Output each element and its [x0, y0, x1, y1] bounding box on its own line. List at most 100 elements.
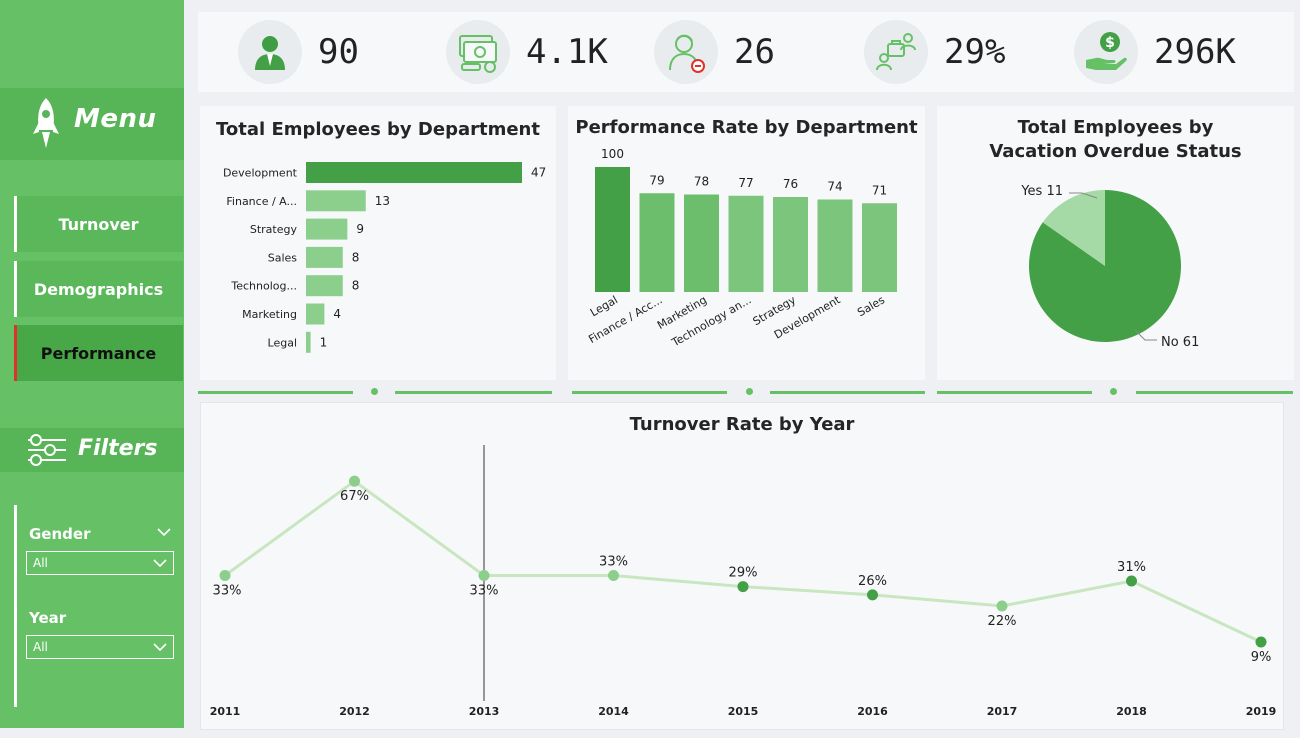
bar — [595, 167, 630, 292]
slice-label: No 61 — [1161, 335, 1199, 350]
data-label: 26% — [858, 574, 887, 589]
data-point — [1126, 575, 1137, 587]
data-label: 29% — [729, 566, 758, 581]
bar — [773, 197, 808, 292]
data-label: 8 — [352, 250, 360, 264]
data-label: 1 — [320, 335, 328, 349]
chart-panel-turnover-rate: Turnover Rate by Year 33% 2011 67% 2012 33% 2… — [200, 402, 1284, 730]
data-label: 22% — [988, 614, 1017, 629]
data-point — [867, 589, 878, 601]
bar — [306, 331, 311, 353]
sidebar: Menu Turnover Demographics Performance F… — [0, 0, 184, 728]
chart-panel-performance-by-department: Performance Rate by Department 100 Legal 7… — [568, 106, 925, 380]
category-label: Marketing — [242, 308, 297, 321]
chart-title: Performance Rate by Department — [575, 117, 918, 138]
x-tick-label: 2011 — [210, 705, 241, 718]
pie-slice — [1042, 190, 1105, 266]
nav-label: Turnover — [58, 214, 139, 234]
data-point — [1255, 636, 1267, 648]
data-label: 67% — [340, 489, 369, 504]
money-icon — [459, 35, 497, 73]
year-dropdown[interactable]: All — [26, 635, 174, 659]
separator-dot — [1110, 388, 1117, 395]
kpi-card: $ 296K — [1074, 12, 1236, 92]
bar — [306, 303, 325, 325]
bar — [306, 162, 522, 183]
data-point — [737, 581, 749, 593]
data-label: 100 — [601, 147, 624, 161]
bar — [306, 275, 343, 297]
data-label: 33% — [213, 583, 242, 598]
sliders-icon — [28, 434, 66, 466]
data-label: 33% — [470, 583, 499, 598]
hand-dollar-icon: $ — [1086, 32, 1127, 70]
chevron-down-icon — [153, 643, 167, 652]
data-label: 47 — [531, 166, 546, 180]
data-point — [608, 569, 619, 581]
year-dropdown-value: All — [33, 640, 48, 654]
category-label: Sales — [855, 293, 887, 319]
data-label: 71 — [872, 183, 887, 197]
year-slicer-label: Year — [29, 609, 67, 627]
category-label: Technology an... — [669, 293, 754, 349]
team-briefcase-icon — [876, 33, 916, 71]
menu-title: Menu — [74, 104, 157, 134]
chart-panel-employees-by-department: Total Employees by Department Developmen… — [200, 106, 556, 380]
horizontal-bar-chart: Development 47 Finance / A... 13 Strategy 9 Sa… — [223, 162, 546, 353]
category-label: Strategy — [250, 223, 298, 236]
nav-turnover[interactable]: Turnover — [14, 196, 183, 252]
kpi-card: 26 — [654, 12, 775, 92]
chart-panel-vacation-overdue: Total Employees by Vacation Overdue Stat… — [937, 106, 1294, 380]
chevron-down-icon[interactable] — [157, 527, 171, 537]
leader-line — [1134, 329, 1157, 341]
menu-header: Menu — [0, 88, 184, 160]
bar — [817, 199, 853, 292]
kpi-card: 4.1K — [446, 12, 608, 92]
nav-performance[interactable]: Performance — [14, 325, 183, 381]
leader-line — [1069, 192, 1098, 199]
category-label: Sales — [268, 251, 298, 264]
x-tick-label: 2012 — [339, 705, 370, 718]
filters-header: Filters — [0, 428, 184, 472]
category-label: Finance / A... — [226, 195, 297, 208]
separator-line — [1136, 391, 1293, 394]
gender-slicer-label: Gender — [29, 525, 91, 543]
data-label: 79 — [649, 173, 664, 187]
gender-dropdown[interactable]: All — [26, 551, 174, 575]
chevron-down-icon — [153, 559, 167, 568]
nav-label: Performance — [40, 343, 157, 363]
separator-line — [937, 391, 1092, 394]
data-point — [219, 569, 231, 581]
kpi-icon-wrap — [864, 20, 928, 84]
data-label: 77 — [738, 176, 753, 190]
gender-dropdown-value: All — [33, 556, 48, 570]
kpi-icon-wrap — [446, 20, 510, 84]
separator-line — [395, 391, 552, 394]
separator-line — [198, 391, 353, 394]
kpi-value: 26 — [734, 32, 775, 72]
x-tick-label: 2016 — [857, 705, 888, 718]
separator-line — [572, 391, 727, 394]
data-label: 9 — [356, 222, 364, 236]
chart-title: Total Employees by Vacation Overdue Stat… — [989, 117, 1242, 162]
kpi-icon-wrap — [654, 20, 718, 84]
category-label: Development — [223, 167, 298, 180]
data-label: 78 — [694, 175, 709, 189]
category-label: Legal — [588, 293, 620, 319]
kpi-value: 90 — [318, 32, 359, 72]
data-label: 74 — [827, 180, 842, 194]
separator-dot — [746, 388, 753, 395]
kpi-value: 296K — [1154, 32, 1236, 72]
nav-demographics[interactable]: Demographics — [14, 261, 183, 317]
data-label: 8 — [352, 279, 360, 293]
x-tick-label: 2018 — [1116, 705, 1147, 718]
kpi-icon-wrap: $ — [1074, 20, 1138, 84]
separator-dot — [371, 388, 378, 395]
pie-chart: Yes 11 No 61 — [1020, 184, 1199, 350]
filter-panel: Gender All Year All — [14, 505, 184, 707]
bar — [728, 195, 764, 292]
employee-icon — [255, 36, 285, 70]
filter-marker — [14, 505, 17, 707]
kpi-icon-wrap — [238, 20, 302, 84]
